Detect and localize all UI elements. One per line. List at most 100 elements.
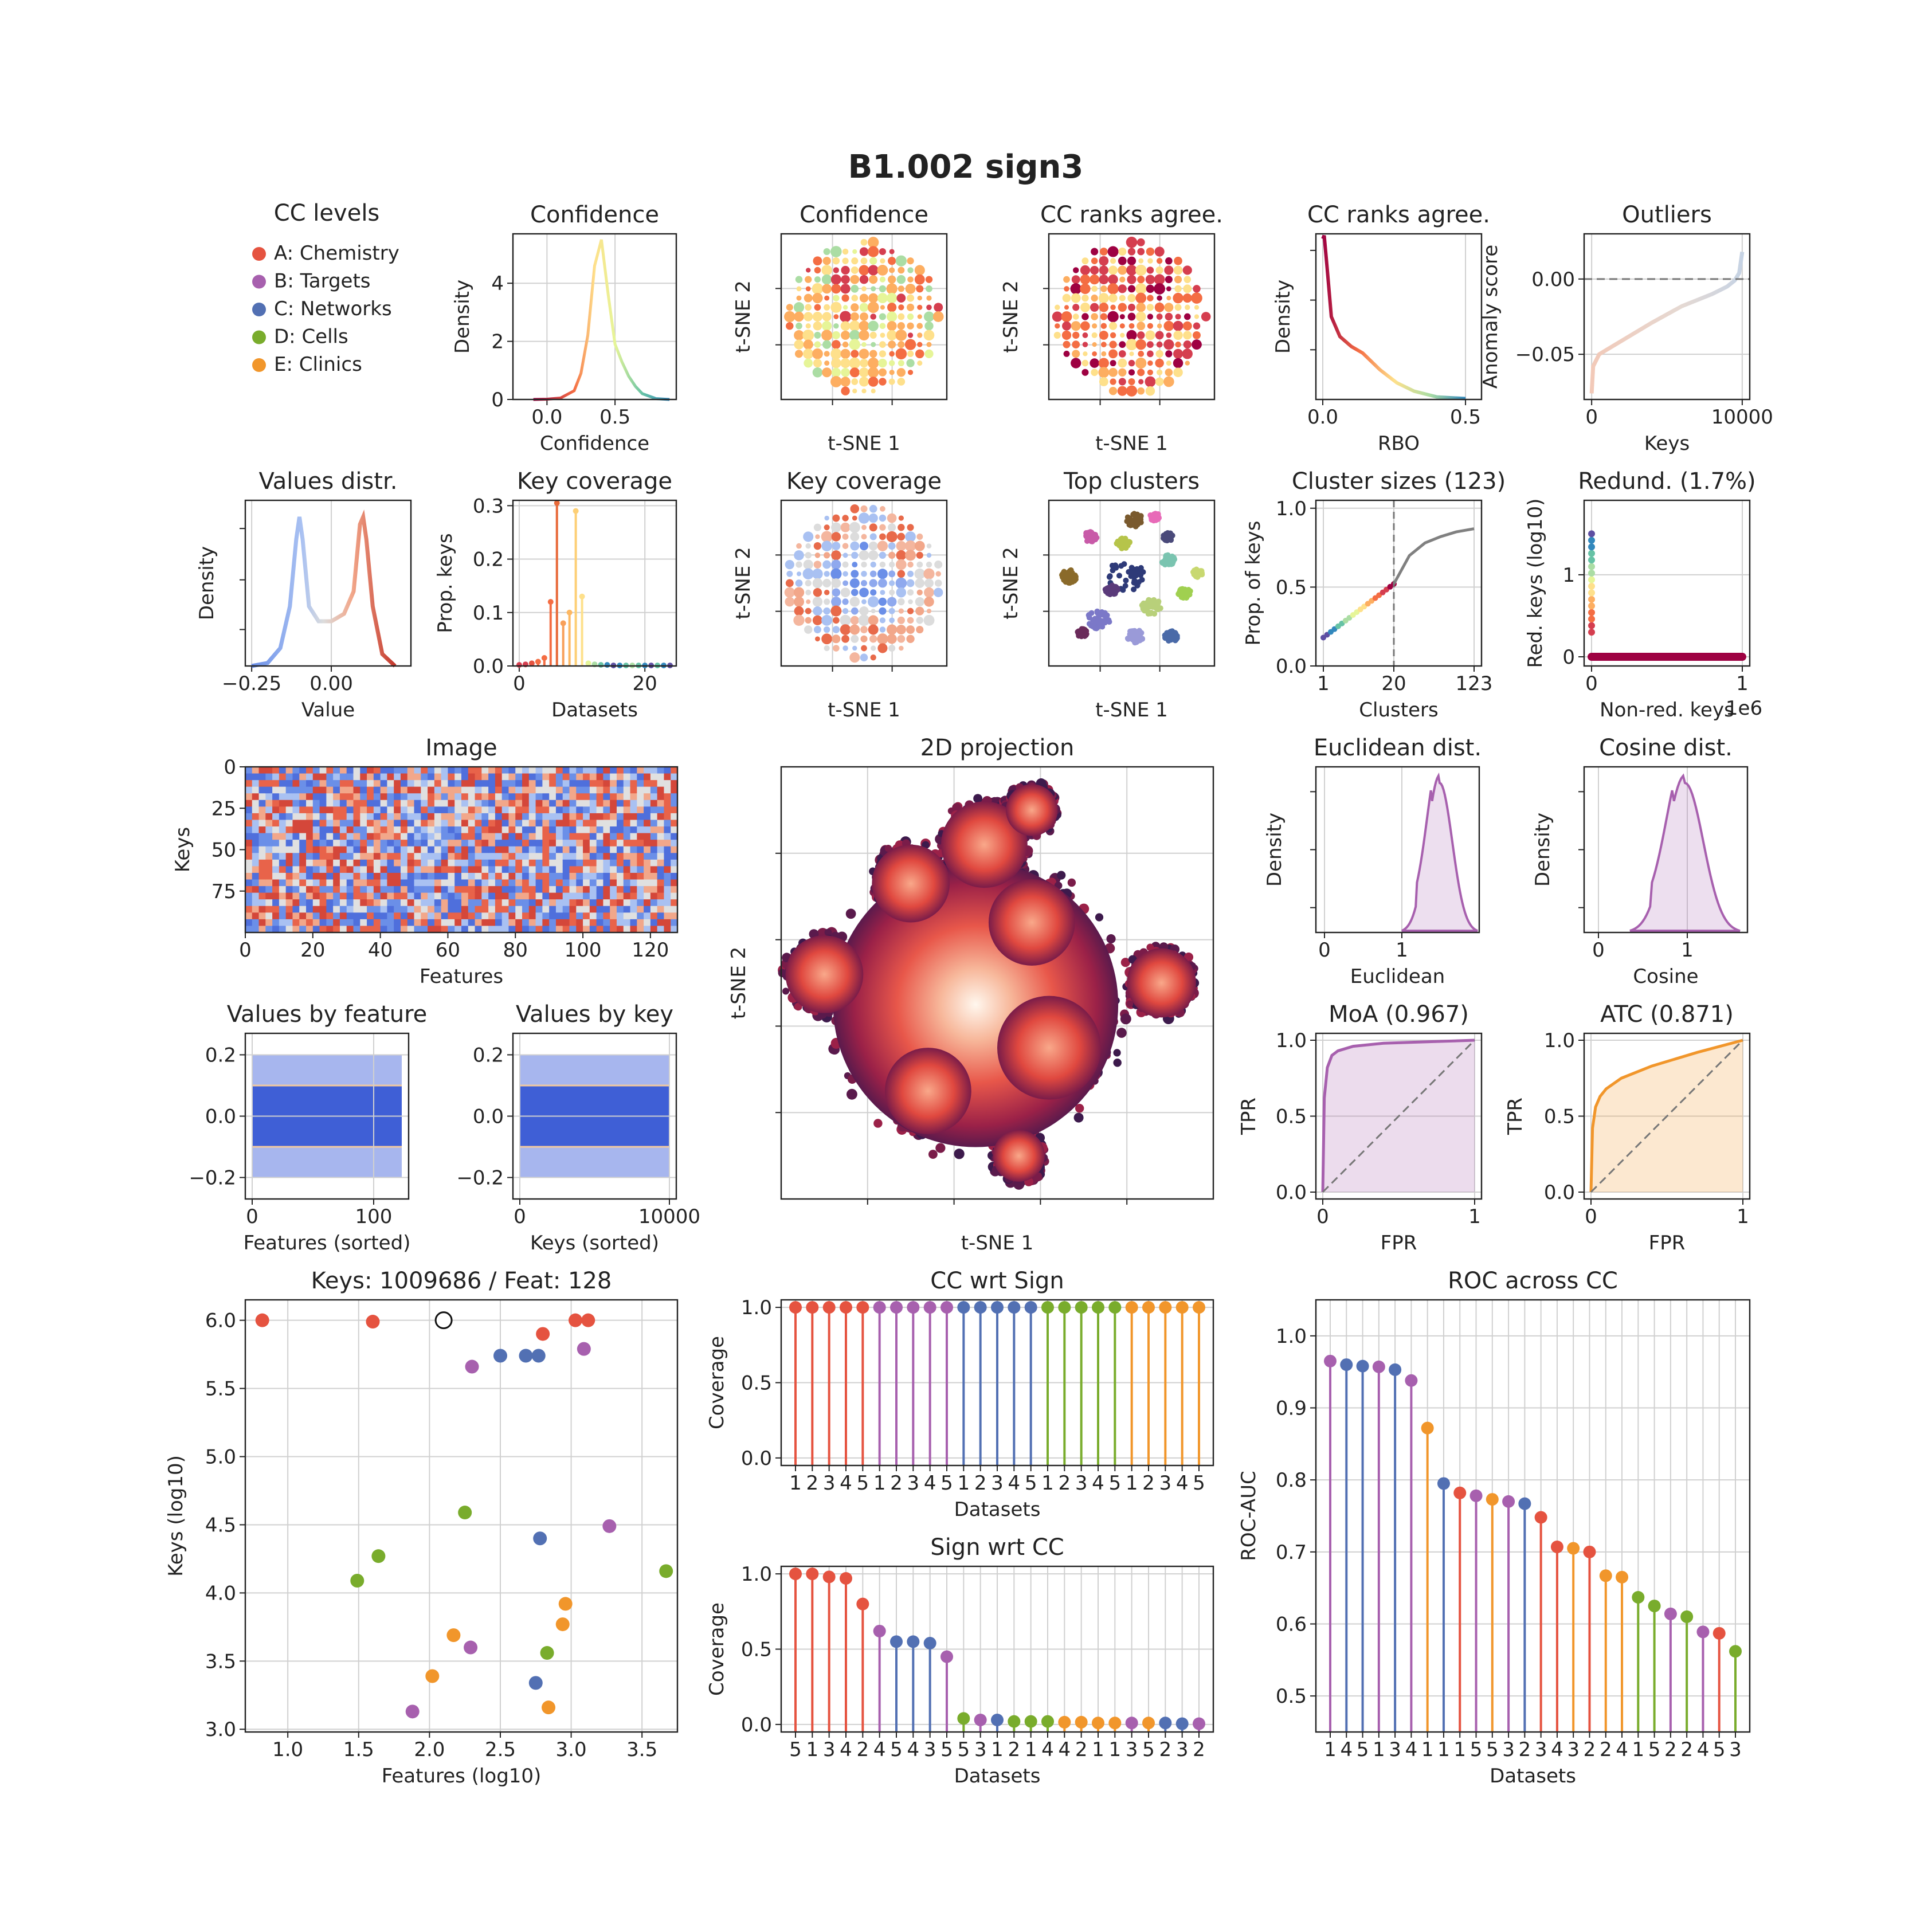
heatmap-cell [360, 806, 367, 814]
heatmap-cell [346, 833, 354, 840]
confidence_tsne-point [871, 286, 876, 292]
heatmap-cell [272, 853, 280, 860]
heatmap-cell [346, 919, 354, 926]
heatmap-cell [664, 892, 671, 900]
heatmap-cell [603, 866, 610, 873]
heatmap-cell [468, 906, 476, 913]
key_cov_tsne-point [831, 522, 841, 532]
ranks_tsne-point [1145, 386, 1155, 396]
heatmap-cell [394, 813, 401, 820]
confidence_tsne-point [852, 389, 857, 394]
key_cov_tsne-point [831, 597, 841, 607]
heatmap-cell [441, 786, 448, 794]
heatmap-cell [245, 872, 253, 880]
dataset-tick-label: 2 [857, 1738, 869, 1761]
heatmap-cell [630, 866, 637, 873]
stem-marker [806, 1301, 819, 1314]
confidence_tsne-point [823, 248, 830, 256]
key_cov_bar-ytick-label: 0.1 [473, 602, 504, 625]
heatmap-cell [373, 846, 381, 853]
heatmap-cell [671, 872, 678, 880]
ranks_tsne-point [1147, 258, 1153, 264]
heatmap-cell [373, 773, 381, 781]
confidence_tsne-point [907, 370, 914, 375]
heatmap-cell [481, 906, 489, 913]
coverage-stem-head [579, 593, 585, 599]
heatmap-cell [448, 886, 455, 893]
heatmap-cell [488, 886, 496, 893]
heatmap-cell [394, 773, 401, 781]
confidence_tsne-point [887, 275, 896, 284]
heatmap-cell [448, 793, 455, 801]
confidence_tsne-point [880, 258, 885, 264]
val_key-ytick-label: 0.2 [473, 1044, 504, 1067]
dataset-tick-label: 1 [1126, 1472, 1138, 1495]
key_cov_tsne-point [907, 617, 914, 624]
key_cov_tsne-point [861, 599, 867, 605]
heatmap-cell [644, 886, 651, 893]
heatmap-cell [644, 879, 651, 887]
projection-point [873, 1119, 883, 1128]
confidence_tsne-point [886, 283, 898, 295]
heatmap-cell [664, 899, 671, 907]
confidence_tsne-point [851, 284, 859, 293]
cluster-point [1172, 630, 1178, 636]
atc-xlabel: FPR [1649, 1232, 1686, 1255]
confidence_tsne-point [906, 359, 915, 367]
heatmap-cell [589, 786, 597, 794]
confidence_kde-ytick-label: 0 [491, 389, 504, 412]
key_cov_tsne-point [803, 531, 814, 542]
heatmap-cell [495, 912, 503, 920]
key_cov_tsne-point [859, 587, 869, 598]
heatmap-cell [637, 892, 644, 900]
heatmap-cell [616, 846, 624, 853]
ranks_tsne-point [1127, 275, 1137, 284]
heatmap-cell [569, 840, 577, 847]
heatmap-cell [481, 793, 489, 801]
heatmap-cell [596, 786, 603, 794]
ranks_tsne-point [1156, 341, 1163, 348]
heatmap-cell [272, 806, 280, 814]
ranks_tsne-point [1072, 331, 1080, 339]
cluster-point [1122, 583, 1128, 589]
heatmap-cell [535, 793, 543, 801]
redundancy-point [1588, 629, 1595, 636]
key_cov_tsne-point [786, 570, 793, 577]
redund-ylabel: Red. keys (log10) [1524, 499, 1547, 668]
heatmap-cell [360, 800, 367, 807]
heatmap-cell [501, 813, 509, 820]
heatmap-cell [616, 866, 624, 873]
heatmap-cell [596, 800, 603, 807]
heatmap-cell [373, 806, 381, 814]
stem-marker [1389, 1363, 1402, 1376]
heatmap-cell [501, 806, 509, 814]
projection-point [782, 987, 790, 995]
cluster-point [1137, 570, 1143, 576]
ranks_tsne-point [1061, 330, 1072, 340]
heatmap-cell [637, 872, 644, 880]
image-ylabel: Keys [171, 827, 194, 872]
redundancy-point [1588, 622, 1595, 629]
ranks_tsne-point [1108, 274, 1118, 285]
heatmap-cell [360, 866, 367, 873]
heatmap-cell [555, 800, 563, 807]
confidence_tsne-point [888, 360, 895, 366]
heatmap-cell [671, 919, 678, 926]
heatmap-cell [616, 833, 624, 840]
heatmap-cell [630, 786, 637, 794]
confidence_tsne-point [851, 350, 859, 358]
dataset-tick-label: 5 [1713, 1738, 1726, 1761]
heatmap-cell [610, 906, 617, 913]
heatmap-cell [508, 866, 516, 873]
confidence_tsne-point [889, 249, 895, 254]
heatmap-cell [434, 780, 442, 787]
legend-item-label: C: Networks [274, 297, 392, 320]
heatmap-cell [508, 853, 516, 860]
heatmap-cell [508, 786, 516, 794]
heatmap-cell [346, 820, 354, 827]
heatmap-cell [394, 859, 401, 867]
redundancy-point [1588, 557, 1595, 564]
key_cov_tsne-point [805, 579, 812, 587]
heatmap-cell [326, 826, 334, 834]
ranks_tsne-point [1173, 330, 1183, 340]
